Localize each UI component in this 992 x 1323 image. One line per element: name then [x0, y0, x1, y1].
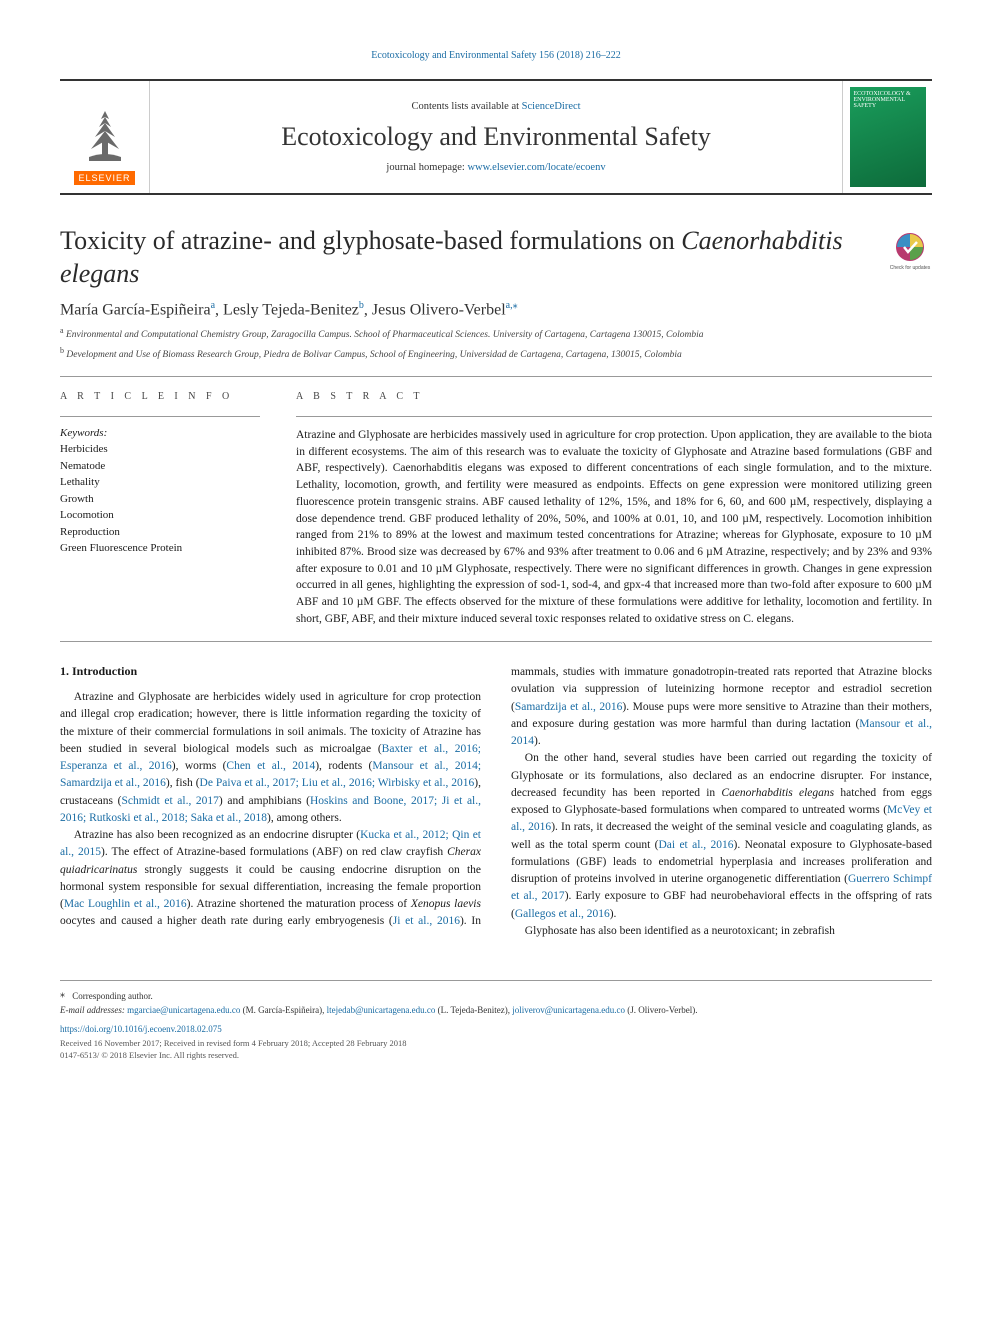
citation[interactable]: Samardzija et al., 2016 [515, 701, 623, 713]
author-3: Jesus Olivero-Verbel [372, 301, 506, 318]
email-link[interactable]: mgarciae@unicartagena.edu.co [127, 1005, 240, 1015]
journal-cover-thumbnail: ECOTOXICOLOGY & ENVIRONMENTAL SAFETY [850, 87, 926, 187]
journal-masthead: ELSEVIER Contents lists available at Sci… [60, 79, 932, 195]
author-2: Lesly Tejeda-Benitez [223, 301, 359, 318]
citation[interactable]: Gallegos et al., 2016 [515, 908, 610, 920]
journal-title: Ecotoxicology and Environmental Safety [160, 122, 832, 152]
received-dates: Received 16 November 2017; Received in r… [60, 1037, 932, 1050]
body-text: ), among others. [267, 812, 342, 824]
email-line: E-mail addresses: mgarciae@unicartagena.… [60, 1004, 932, 1018]
body-two-column: 1. Introduction Atrazine and Glyphosate … [60, 664, 932, 940]
keywords-list: Herbicides Nematode Lethality Growth Loc… [60, 441, 260, 557]
citation[interactable]: Chen et al., 2014 [226, 760, 315, 772]
check-for-updates-icon[interactable]: Check for updates [888, 229, 932, 273]
body-text: ), rodents ( [315, 760, 372, 772]
affiliation-b: b Development and Use of Biomass Researc… [60, 345, 932, 362]
copyright-line: 0147-6513/ © 2018 Elsevier Inc. All righ… [60, 1049, 932, 1062]
title-prefix: Toxicity of atrazine- and glyphosate-bas… [60, 226, 681, 255]
body-text: ). [610, 908, 617, 920]
abstract-text: Atrazine and Glyphosate are herbicides m… [296, 427, 932, 627]
body-text: ). [534, 735, 541, 747]
body-paragraph: Glyphosate has also been identified as a… [511, 923, 932, 940]
body-text: ), fish ( [166, 777, 200, 789]
homepage-prefix: journal homepage: [386, 162, 467, 173]
divider [60, 376, 932, 377]
species-name: Caenorhabditis elegans [721, 787, 834, 799]
corresponding-text: Corresponding author. [72, 991, 153, 1001]
article-footer: ⁎ Corresponding author. E-mail addresses… [60, 980, 932, 1062]
masthead-left: ELSEVIER [60, 81, 150, 193]
masthead-right: ECOTOXICOLOGY & ENVIRONMENTAL SAFETY [842, 81, 932, 193]
keyword-item: Growth [60, 491, 260, 508]
keywords-heading: Keywords: [60, 427, 260, 439]
email-name: (J. Olivero-Verbel). [625, 1005, 697, 1015]
author-1-aff: a [211, 300, 215, 311]
keyword-item: Lethality [60, 474, 260, 491]
body-text: ), worms ( [172, 760, 227, 772]
email-link[interactable]: joliverov@unicartagena.edu.co [512, 1005, 625, 1015]
divider [60, 416, 260, 417]
abstract-column: A B S T R A C T Atrazine and Glyphosate … [296, 391, 932, 627]
keyword-item: Nematode [60, 458, 260, 475]
svg-text:⁎: ⁎ [60, 989, 65, 999]
email-link[interactable]: ltejedab@unicartagena.edu.co [327, 1005, 436, 1015]
masthead-center: Contents lists available at ScienceDirec… [150, 81, 842, 193]
star-icon: ⁎ [60, 989, 70, 999]
elsevier-logo: ELSEVIER [74, 171, 134, 185]
author-1: María García-Espiñeira [60, 301, 211, 318]
article-info-column: A R T I C L E I N F O Keywords: Herbicid… [60, 391, 260, 627]
corresponding-note: ⁎ Corresponding author. [60, 989, 932, 1004]
email-name: (L. Tejeda-Benitez), [435, 1005, 512, 1015]
affiliation-b-text: Development and Use of Biomass Research … [66, 350, 681, 360]
body-paragraph: On the other hand, several studies have … [511, 750, 932, 923]
abstract-label: A B S T R A C T [296, 391, 932, 402]
affiliation-a-text: Environmental and Computational Chemistr… [66, 330, 704, 340]
author-2-aff: b [359, 300, 364, 311]
body-text: oocytes and caused a higher death rate d… [60, 915, 393, 927]
article-title: Toxicity of atrazine- and glyphosate-bas… [60, 225, 868, 290]
body-text: Atrazine has also been recognized as an … [74, 829, 360, 841]
contents-line: Contents lists available at ScienceDirec… [160, 101, 832, 112]
homepage-link[interactable]: www.elsevier.com/locate/ecoenv [467, 162, 605, 173]
running-header: Ecotoxicology and Environmental Safety 1… [60, 50, 932, 61]
keyword-item: Herbicides [60, 441, 260, 458]
divider [296, 416, 932, 417]
homepage-line: journal homepage: www.elsevier.com/locat… [160, 162, 832, 173]
email-label: E-mail addresses: [60, 1005, 127, 1015]
article-header: Toxicity of atrazine- and glyphosate-bas… [60, 225, 932, 290]
info-abstract-row: A R T I C L E I N F O Keywords: Herbicid… [60, 391, 932, 627]
email-name: (M. García-Espiñeira), [240, 1005, 326, 1015]
divider [60, 641, 932, 642]
running-header-text: Ecotoxicology and Environmental Safety 1… [371, 50, 620, 61]
citation[interactable]: Schmidt et al., 2017 [121, 795, 218, 807]
doi-link[interactable]: https://doi.org/10.1016/j.ecoenv.2018.02… [60, 1023, 932, 1037]
body-text: ). Atrazine shortened the maturation pro… [187, 898, 411, 910]
body-paragraph: Atrazine and Glyphosate are herbicides w… [60, 689, 481, 827]
citation[interactable]: De Paiva et al., 2017; Liu et al., 2016;… [200, 777, 475, 789]
body-text: ). The effect of Atrazine-based formulat… [101, 846, 447, 858]
body-text: ) and amphibians ( [219, 795, 310, 807]
author-3-aff: a, [506, 300, 513, 311]
keyword-item: Locomotion [60, 507, 260, 524]
keyword-item: Reproduction [60, 524, 260, 541]
keyword-item: Green Fluorescence Protein [60, 540, 260, 557]
article-info-label: A R T I C L E I N F O [60, 391, 260, 402]
section-heading: 1. Introduction [60, 664, 481, 679]
citation[interactable]: Dai et al., 2016 [658, 839, 733, 851]
elsevier-tree-icon [75, 105, 135, 165]
species-name: Xenopus laevis [411, 898, 481, 910]
author-list: María García-Espiñeira a, Lesly Tejeda-Be… [60, 300, 932, 319]
svg-text:Check for updates: Check for updates [890, 265, 931, 271]
citation[interactable]: Ji et al., 2016 [393, 915, 460, 927]
affiliation-a: a Environmental and Computational Chemis… [60, 325, 932, 342]
contents-prefix: Contents lists available at [411, 101, 521, 112]
sciencedirect-link[interactable]: ScienceDirect [522, 101, 581, 112]
corresponding-mark: ⁎ [513, 300, 518, 311]
cover-text: ECOTOXICOLOGY & ENVIRONMENTAL SAFETY [854, 91, 922, 109]
citation[interactable]: Mac Loughlin et al., 2016 [64, 898, 187, 910]
